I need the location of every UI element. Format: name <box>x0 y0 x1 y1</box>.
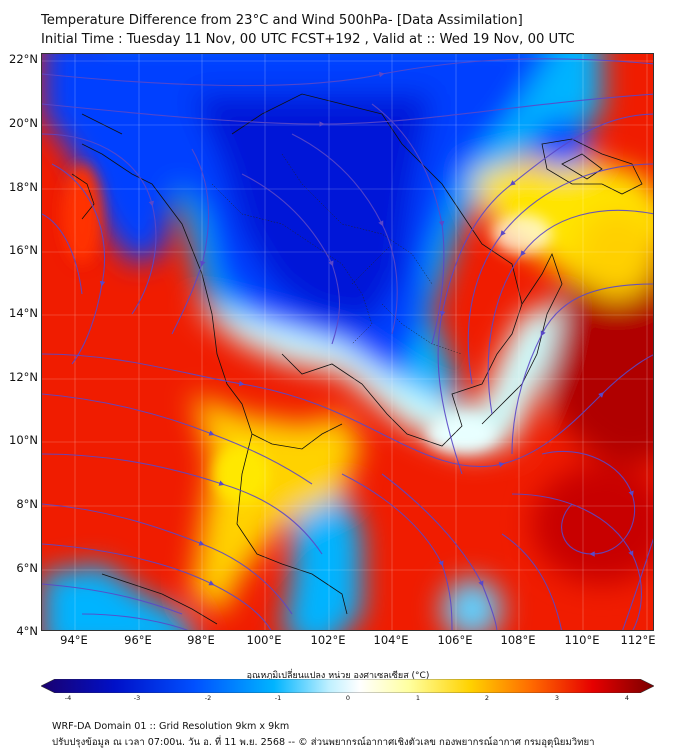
lon-label: 110°E <box>564 633 600 647</box>
colorbar-tick: -3 <box>133 694 141 702</box>
lon-label: 108°E <box>500 633 536 647</box>
lon-label: 102°E <box>310 633 346 647</box>
lat-label: 6°N <box>16 561 38 575</box>
colorbar-tick: 3 <box>554 694 560 702</box>
colorbar-tick: 4 <box>624 694 630 702</box>
lat-label: 20°N <box>9 116 38 130</box>
colorbar-tick: -4 <box>64 694 72 702</box>
temperature-map <box>42 54 653 630</box>
lat-label: 4°N <box>16 624 38 638</box>
colorbar <box>40 678 655 694</box>
lat-label: 14°N <box>9 306 38 320</box>
lon-label: 104°E <box>373 633 409 647</box>
coastlines <box>71 93 643 625</box>
lon-label: 100°E <box>246 633 282 647</box>
lon-label: 98°E <box>187 633 215 647</box>
lat-label: 18°N <box>9 180 38 194</box>
lat-label: 12°N <box>9 370 38 384</box>
title-line-1: Temperature Difference from 23°C and Win… <box>41 13 523 28</box>
wind-streamlines <box>42 58 653 630</box>
footer-domain-info: WRF-DA Domain 01 :: Grid Resolution 9km … <box>52 721 290 732</box>
map-panel <box>41 53 654 631</box>
lat-label: 10°N <box>9 433 38 447</box>
colorbar-tick: -1 <box>274 694 282 702</box>
lat-label: 8°N <box>16 497 38 511</box>
colorbar-tick: -2 <box>204 694 212 702</box>
lat-label: 22°N <box>9 52 38 66</box>
map-title: Temperature Difference from 23°C and Win… <box>41 11 575 49</box>
colorbar-tick: 0 <box>345 694 351 702</box>
lon-label: 94°E <box>60 633 88 647</box>
colorbar-tick: 1 <box>415 694 421 702</box>
lon-label: 96°E <box>124 633 152 647</box>
footer-credit: ปรับปรุงข้อมูล ณ เวลา 07:00น. วัน อ. ที่… <box>52 737 595 748</box>
lon-label: 112°E <box>620 633 656 647</box>
colorbar-tick: 2 <box>484 694 490 702</box>
title-line-2: Initial Time : Tuesday 11 Nov, 00 UTC FC… <box>41 32 575 47</box>
colorbar-label: อุณหภูมิเปลี่ยนแปลง หน่วย องศาเซลเซียส (… <box>246 671 430 681</box>
lon-label: 106°E <box>437 633 473 647</box>
lat-label: 16°N <box>9 243 38 257</box>
